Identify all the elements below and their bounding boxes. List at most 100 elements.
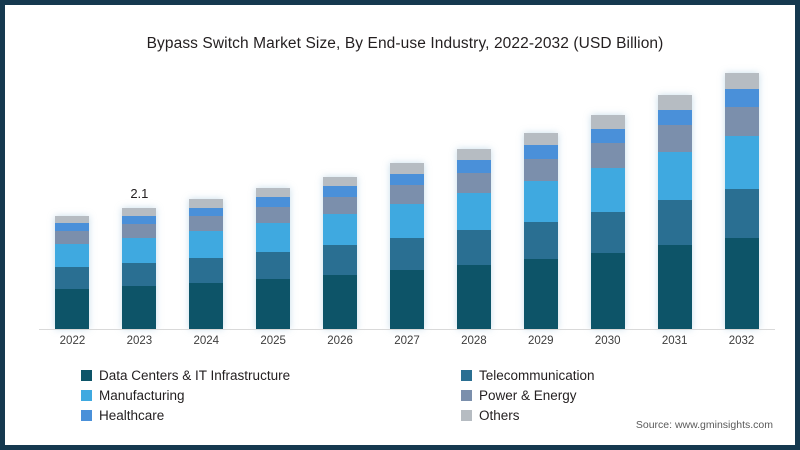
bar-segment[interactable] — [724, 136, 759, 189]
legend-item[interactable]: Power & Energy — [461, 385, 701, 405]
bar-segment[interactable] — [189, 216, 224, 232]
legend-item[interactable]: Manufacturing — [81, 385, 461, 405]
bar-segment[interactable] — [55, 288, 90, 329]
stacked-bar[interactable] — [590, 114, 625, 329]
bar-segment[interactable] — [523, 259, 558, 329]
bar-segment[interactable] — [122, 285, 157, 329]
bar-segment[interactable] — [523, 145, 558, 159]
source-note: Source: www.gminsights.com — [635, 419, 773, 431]
bar-segment[interactable] — [724, 188, 759, 238]
bar-group-2032 — [708, 72, 775, 329]
bar-segment[interactable] — [189, 258, 224, 283]
bar-segment[interactable] — [456, 172, 491, 194]
bar-segment[interactable] — [724, 89, 759, 107]
bar-segment[interactable] — [122, 237, 157, 263]
bar-segment[interactable] — [657, 109, 692, 126]
bar-segment[interactable] — [657, 200, 692, 246]
bar-segment[interactable] — [389, 270, 424, 329]
bar-segment[interactable] — [523, 158, 558, 182]
bar-segment[interactable] — [724, 72, 759, 90]
stacked-bar[interactable]: 2.1 — [122, 186, 157, 329]
legend-item[interactable]: Others — [461, 405, 701, 425]
bar-segment[interactable] — [122, 223, 157, 238]
bar-group-2026 — [307, 75, 374, 329]
bar-segment[interactable] — [389, 238, 424, 271]
bar-segment[interactable] — [657, 245, 692, 329]
bar-segment[interactable] — [256, 222, 291, 252]
stacked-bar[interactable] — [323, 176, 358, 329]
bar-group-2025 — [240, 75, 307, 329]
stacked-bar[interactable] — [55, 216, 90, 329]
bar-group-2022 — [39, 75, 106, 329]
bar-segment[interactable] — [256, 206, 291, 223]
bar-segment[interactable] — [55, 243, 90, 267]
bar-segment[interactable] — [256, 197, 291, 207]
x-tick-2028: 2028 — [461, 335, 487, 347]
bar-segment[interactable] — [456, 148, 491, 161]
bar-segment[interactable] — [256, 188, 291, 198]
bar-segment[interactable] — [389, 185, 424, 205]
bar-group-2023: 2.1 — [106, 75, 173, 329]
stacked-bar[interactable] — [456, 148, 491, 329]
bar-segment[interactable] — [55, 216, 90, 224]
bar-segment[interactable] — [724, 237, 759, 329]
bar-segment[interactable] — [122, 262, 157, 286]
bar-segment[interactable] — [323, 274, 358, 329]
bar-group-2027 — [374, 75, 441, 329]
legend-item[interactable]: Telecommunication — [461, 365, 701, 385]
stacked-bar[interactable] — [657, 94, 692, 329]
stacked-bar[interactable] — [256, 188, 291, 329]
bar-segment[interactable] — [323, 214, 358, 246]
bar-segment[interactable] — [122, 215, 157, 224]
bar-segment[interactable] — [590, 143, 625, 168]
bar-segment[interactable] — [523, 181, 558, 222]
bar-segment[interactable] — [189, 282, 224, 329]
bar-segment[interactable] — [590, 128, 625, 144]
x-axis-tick-labels: 2022 2023 2024 2025 2026 2027 2028 2029 2030 2031… — [39, 335, 775, 353]
stacked-bar[interactable] — [724, 72, 759, 329]
bar-segment[interactable] — [323, 245, 358, 275]
bar-segment[interactable] — [189, 231, 224, 259]
bar-segment[interactable] — [55, 230, 90, 244]
chart-legend: Data Centers & IT Infrastructure Manufact… — [81, 365, 701, 425]
bar-segment[interactable] — [55, 266, 90, 289]
legend-item[interactable]: Healthcare — [81, 405, 461, 425]
legend-swatch-icon — [461, 409, 472, 421]
bar-segment[interactable] — [590, 211, 625, 253]
bar-segment[interactable] — [256, 278, 291, 329]
stacked-bar[interactable] — [523, 132, 558, 329]
bar-segment[interactable] — [523, 221, 558, 260]
x-tick-2030: 2030 — [594, 335, 621, 347]
bar-segment[interactable] — [256, 251, 291, 279]
bar-segment[interactable] — [590, 252, 625, 329]
bar-segment[interactable] — [389, 163, 424, 175]
bar-segment[interactable] — [456, 230, 491, 265]
bar-segment[interactable] — [456, 160, 491, 173]
bar-segment[interactable] — [323, 196, 358, 215]
chart-title: Bypass Switch Market Size, By End-use In… — [146, 35, 664, 52]
bar-segment[interactable] — [122, 207, 157, 216]
bar-segment[interactable] — [55, 223, 90, 231]
bar-segment[interactable] — [189, 199, 224, 208]
bar-segment[interactable] — [456, 264, 491, 329]
bar-segment[interactable] — [389, 174, 424, 186]
stacked-bar[interactable] — [189, 199, 224, 329]
bar-segment[interactable] — [657, 125, 692, 153]
legend-item[interactable]: Data Centers & IT Infrastructure — [81, 365, 461, 385]
stacked-bar[interactable] — [389, 163, 424, 329]
bar-segment[interactable] — [189, 207, 224, 217]
bar-segment[interactable] — [657, 152, 692, 201]
legend-item-label: Power & Energy — [479, 387, 577, 403]
bar-series-group: 2.1 — [39, 72, 775, 329]
bar-segment[interactable] — [724, 106, 759, 137]
bar-segment[interactable] — [523, 132, 558, 146]
bar-segment[interactable] — [657, 94, 692, 110]
legend-swatch-icon — [81, 409, 92, 421]
bar-segment[interactable] — [456, 193, 491, 231]
x-tick-2023: 2023 — [126, 335, 153, 347]
bar-segment[interactable] — [590, 167, 625, 212]
bar-segment[interactable] — [590, 114, 625, 129]
bar-segment[interactable] — [389, 204, 424, 239]
bar-segment[interactable] — [323, 176, 358, 187]
bar-segment[interactable] — [323, 186, 358, 197]
